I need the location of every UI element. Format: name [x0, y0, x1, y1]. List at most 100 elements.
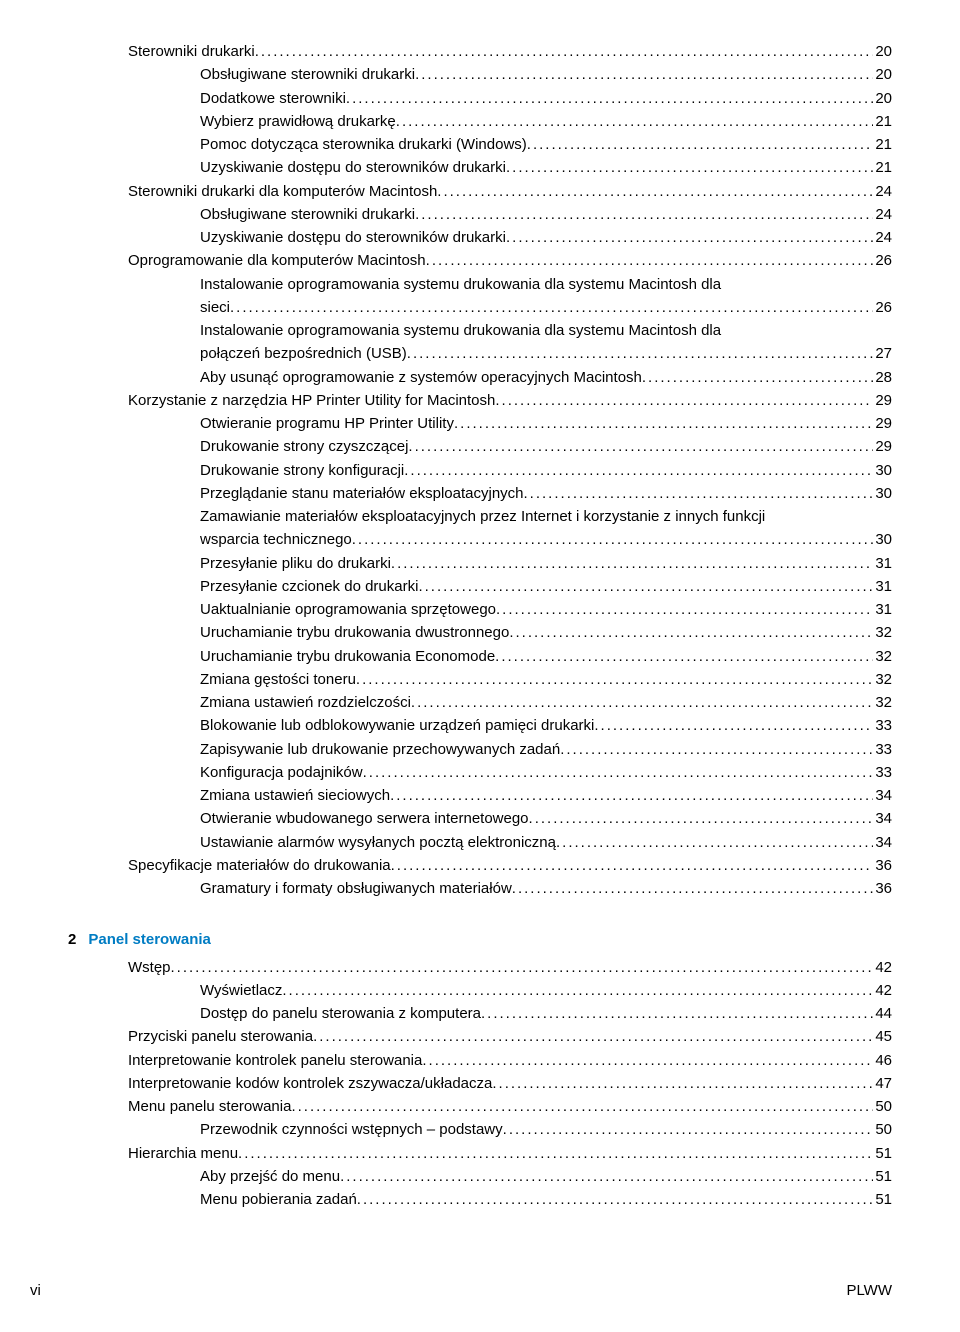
toc-label: Przewodnik czynności wstępnych – podstaw… [200, 1118, 503, 1141]
toc-entry: Sterowniki drukarki20 [68, 40, 892, 63]
toc-label: wsparcia technicznego [200, 528, 352, 551]
toc-entry: Drukowanie strony czyszczącej29 [68, 435, 892, 458]
toc-entry: Instalowanie oprogramowania systemu druk… [68, 273, 892, 320]
toc-page-number: 21 [873, 110, 892, 133]
toc-leader-dots [356, 668, 873, 691]
toc-leader-dots [171, 956, 874, 979]
toc-leader-dots [363, 761, 874, 784]
toc-page-number: 44 [873, 1002, 892, 1025]
toc-leader-dots [391, 854, 874, 877]
toc-leader-dots [396, 110, 874, 133]
toc-leader-dots [282, 979, 873, 1002]
toc-label: Sterowniki drukarki dla komputerów Macin… [128, 180, 437, 203]
toc-entry: Zmiana ustawień rozdzielczości32 [68, 691, 892, 714]
toc-label: Gramatury i formaty obsługiwanych materi… [200, 877, 512, 900]
toc-page-number: 24 [873, 180, 892, 203]
toc-entry: Przeglądanie stanu materiałów eksploatac… [68, 482, 892, 505]
toc-entry: Pomoc dotycząca sterownika drukarki (Win… [68, 133, 892, 156]
toc-entry: Hierarchia menu51 [68, 1142, 892, 1165]
toc-page-number: 42 [873, 979, 892, 1002]
toc-page-number: 32 [873, 645, 892, 668]
toc-leader-dots [506, 156, 873, 179]
toc-entry: Drukowanie strony konfiguracji30 [68, 459, 892, 482]
toc-label: Instalowanie oprogramowania systemu druk… [200, 273, 892, 296]
toc-page-number: 42 [873, 956, 892, 979]
toc-entry: Korzystanie z narzędzia HP Printer Utili… [68, 389, 892, 412]
toc-leader-dots [313, 1025, 873, 1048]
toc-label: Otwieranie programu HP Printer Utility [200, 412, 454, 435]
toc-entry: Wyświetlacz42 [68, 979, 892, 1002]
toc-page-number: 46 [873, 1049, 892, 1072]
toc-page-number: 36 [873, 854, 892, 877]
toc-page-number: 36 [873, 877, 892, 900]
toc-entry: Uruchamianie trybu drukowania Economode 3… [68, 645, 892, 668]
toc-page-number: 51 [873, 1188, 892, 1211]
toc-entry: Blokowanie lub odblokowywanie urządzeń p… [68, 714, 892, 737]
toc-leader-dots [404, 459, 873, 482]
toc-page-number: 34 [873, 784, 892, 807]
toc-label: Aby usunąć oprogramowanie z systemów ope… [200, 366, 642, 389]
toc-entry: Menu panelu sterowania 50 [68, 1095, 892, 1118]
toc-label: Zmiana ustawień sieciowych [200, 784, 390, 807]
toc-leader-dots [291, 1095, 873, 1118]
toc-label: Instalowanie oprogramowania systemu druk… [200, 319, 892, 342]
toc-entry: Ustawianie alarmów wysyłanych pocztą ele… [68, 831, 892, 854]
toc-label: Wybierz prawidłową drukarkę [200, 110, 396, 133]
toc-leader-dots [506, 226, 873, 249]
toc-entry: Uaktualnianie oprogramowania sprzętowego… [68, 598, 892, 621]
toc-label: Interpretowanie kodów kontrolek zszywacz… [128, 1072, 492, 1095]
toc-leader-dots [454, 412, 873, 435]
toc-leader-dots [346, 87, 873, 110]
toc-entry: Sterowniki drukarki dla komputerów Macin… [68, 180, 892, 203]
toc-entry: Konfiguracja podajników33 [68, 761, 892, 784]
toc-leader-dots [230, 296, 873, 319]
toc-entry: Aby przejść do menu51 [68, 1165, 892, 1188]
toc-page-number: 29 [873, 389, 892, 412]
toc-page-number: 27 [873, 342, 892, 365]
toc-label: Dodatkowe sterowniki [200, 87, 346, 110]
toc-entry: Uruchamianie trybu drukowania dwustronne… [68, 621, 892, 644]
toc-label: Uruchamianie trybu drukowania Economode [200, 645, 495, 668]
toc-entry: Uzyskiwanie dostępu do sterowników druka… [68, 156, 892, 179]
toc-page-number: 24 [873, 226, 892, 249]
toc-entry: Menu pobierania zadań51 [68, 1188, 892, 1211]
toc-page-number: 26 [873, 249, 892, 272]
toc-leader-dots [408, 435, 873, 458]
toc-leader-dots [437, 180, 873, 203]
toc-page-number: 45 [873, 1025, 892, 1048]
toc-label: Drukowanie strony czyszczącej [200, 435, 408, 458]
toc-leader-dots [391, 552, 873, 575]
toc-label: Obsługiwane sterowniki drukarki [200, 203, 415, 226]
toc-label: Oprogramowanie dla komputerów Macintosh [128, 249, 426, 272]
toc-page-number: 34 [873, 807, 892, 830]
toc-page-number: 50 [873, 1095, 892, 1118]
toc-entry: Interpretowanie kontrolek panelu sterowa… [68, 1049, 892, 1072]
toc-page-number: 28 [873, 366, 892, 389]
toc-label: Przesyłanie pliku do drukarki [200, 552, 391, 575]
chapter-heading: 2 Panel sterowania [68, 928, 892, 951]
toc-label: Przesyłanie czcionek do drukarki [200, 575, 418, 598]
toc-label: Zapisywanie lub drukowanie przechowywany… [200, 738, 560, 761]
toc-page-number: 33 [873, 714, 892, 737]
toc-leader-dots [496, 598, 873, 621]
toc-leader-dots [560, 738, 873, 761]
footer-page-number: vi [30, 1279, 41, 1302]
toc-entry: Otwieranie programu HP Printer Utility29 [68, 412, 892, 435]
toc-entry: Otwieranie wbudowanego serwera interneto… [68, 807, 892, 830]
toc-leader-dots [492, 1072, 873, 1095]
toc-page-number: 31 [873, 552, 892, 575]
toc-page-number: 21 [873, 133, 892, 156]
toc-leader-dots [495, 645, 873, 668]
toc-page-number: 30 [873, 459, 892, 482]
toc-page-number: 30 [873, 528, 892, 551]
chapter-number: 2 [68, 931, 76, 948]
toc-leader-dots [415, 63, 873, 86]
toc-label: Przyciski panelu sterowania [128, 1025, 313, 1048]
toc-label: Interpretowanie kontrolek panelu sterowa… [128, 1049, 422, 1072]
toc-label: Korzystanie z narzędzia HP Printer Utili… [128, 389, 495, 412]
toc-label: Menu panelu sterowania [128, 1095, 291, 1118]
chapter-title: Panel sterowania [88, 931, 211, 948]
toc-leader-dots [503, 1118, 874, 1141]
toc-leader-dots [524, 482, 874, 505]
toc-entry: Przesyłanie pliku do drukarki 31 [68, 552, 892, 575]
